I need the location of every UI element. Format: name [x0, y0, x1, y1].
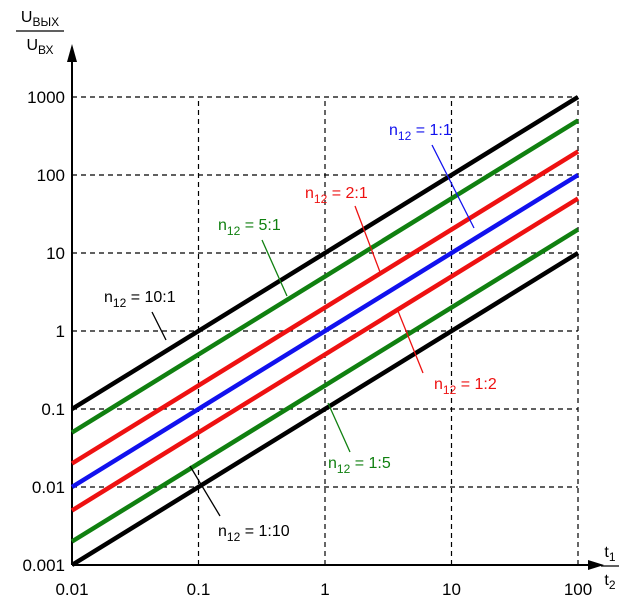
series-line-3	[70, 149, 580, 466]
series-label-leader	[354, 205, 381, 273]
series-label-leader	[431, 144, 475, 229]
x-tick-label: 100	[564, 580, 592, 599]
x-axis-arrow	[588, 560, 604, 570]
x-tick-label: 10	[442, 580, 461, 599]
series-line-4	[70, 173, 580, 489]
series-label: n12 = 1:5	[328, 455, 391, 476]
series-line-1	[70, 95, 580, 411]
tick-labels: 0.001 0.01 0.1 1 10 100 1000 0.01 0.1 1 10 100	[22, 88, 592, 599]
series-line-6	[70, 227, 580, 544]
series-label-leader	[189, 465, 221, 517]
series-label-leader	[151, 311, 167, 341]
series-line-2	[70, 118, 580, 435]
series-lines	[70, 95, 580, 567]
series-labels: n12 = 10:1 n12 = 5:1 n12 = 2:1 n12 = 1:1 n12…	[104, 122, 497, 544]
y-tick-label: 10	[46, 244, 65, 263]
x-tick-label: 0.01	[55, 580, 88, 599]
y-tick-label: 0.1	[41, 400, 65, 419]
series-label-leader	[397, 310, 424, 374]
series-label: n12 = 1:2	[434, 376, 497, 397]
y-axis-label-denominator: UВХ	[26, 37, 53, 57]
x-tick-label: 1	[320, 580, 329, 599]
series-label: n12 = 1:10	[218, 523, 290, 544]
series-label: n12 = 10:1	[104, 289, 176, 310]
y-tick-label: 1	[56, 322, 65, 341]
x-axis-label-denominator: t2	[604, 572, 615, 592]
y-axis-arrow	[67, 44, 77, 62]
x-axis-label-numerator: t1	[604, 544, 615, 564]
y-axis-label-numerator: UВЫХ	[21, 9, 59, 29]
y-tick-label: 0.01	[32, 478, 65, 497]
series-line-5	[70, 196, 580, 513]
axes	[67, 44, 604, 570]
series-label-leader	[261, 239, 288, 297]
series-label: n12 = 2:1	[305, 185, 368, 206]
y-tick-label: 0.001	[22, 556, 65, 575]
series-label: n12 = 1:1	[389, 122, 452, 143]
y-tick-label: 100	[37, 166, 65, 185]
y-tick-label: 1000	[27, 88, 65, 107]
series-line-7	[70, 251, 580, 567]
series-label: n12 = 5:1	[218, 217, 281, 238]
series-label-leader	[327, 402, 351, 453]
y-axis-label: UВЫХ UВХ	[16, 9, 64, 57]
x-tick-label: 0.1	[187, 580, 211, 599]
